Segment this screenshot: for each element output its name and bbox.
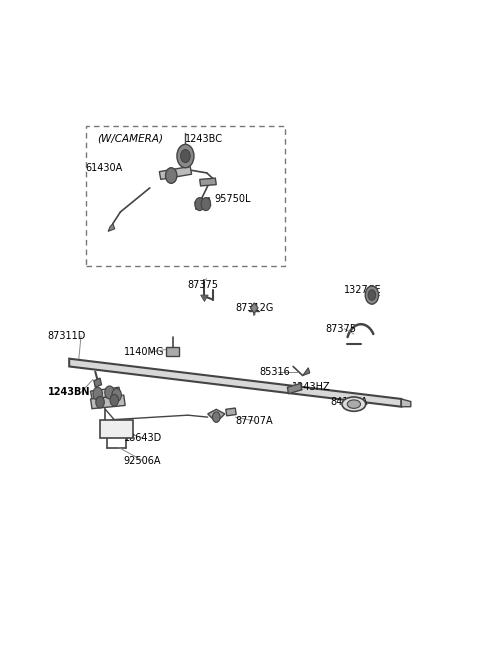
Text: 95750L: 95750L bbox=[214, 194, 251, 204]
Circle shape bbox=[96, 396, 104, 408]
Circle shape bbox=[195, 198, 204, 211]
Polygon shape bbox=[251, 303, 258, 313]
Text: 87375: 87375 bbox=[325, 324, 356, 334]
Polygon shape bbox=[401, 399, 411, 407]
Circle shape bbox=[177, 144, 194, 168]
Circle shape bbox=[110, 394, 119, 406]
Text: 1243HZ: 1243HZ bbox=[292, 383, 331, 392]
Polygon shape bbox=[201, 295, 208, 301]
Polygon shape bbox=[288, 383, 301, 394]
Text: 85316: 85316 bbox=[259, 367, 290, 377]
Polygon shape bbox=[108, 223, 115, 231]
Polygon shape bbox=[226, 408, 236, 416]
Polygon shape bbox=[208, 409, 225, 422]
Polygon shape bbox=[302, 367, 310, 375]
Text: 1140MG: 1140MG bbox=[124, 347, 164, 357]
Text: 61430A: 61430A bbox=[86, 163, 123, 174]
Circle shape bbox=[112, 388, 121, 402]
Circle shape bbox=[201, 198, 211, 211]
Bar bbox=[166, 347, 179, 356]
Circle shape bbox=[213, 412, 220, 422]
Text: 84175A: 84175A bbox=[330, 397, 368, 407]
Text: (W/CAMERA): (W/CAMERA) bbox=[97, 134, 164, 144]
Polygon shape bbox=[91, 387, 120, 399]
Circle shape bbox=[180, 149, 190, 162]
Text: 87312G: 87312G bbox=[235, 303, 274, 313]
Polygon shape bbox=[94, 378, 101, 387]
Text: 87311D: 87311D bbox=[48, 331, 86, 341]
Polygon shape bbox=[200, 178, 216, 186]
Circle shape bbox=[365, 286, 379, 304]
Bar bbox=[86, 126, 285, 266]
Ellipse shape bbox=[342, 397, 366, 411]
Ellipse shape bbox=[347, 400, 360, 408]
Polygon shape bbox=[69, 359, 401, 407]
Text: 87707A: 87707A bbox=[235, 416, 273, 426]
Text: 18643D: 18643D bbox=[124, 433, 162, 443]
Circle shape bbox=[105, 386, 114, 399]
Polygon shape bbox=[91, 395, 125, 409]
Text: 1243BN: 1243BN bbox=[48, 388, 90, 398]
Circle shape bbox=[166, 168, 177, 183]
Text: 1327CE: 1327CE bbox=[344, 285, 382, 295]
Circle shape bbox=[93, 387, 102, 400]
Bar bbox=[100, 420, 133, 438]
Text: 92506A: 92506A bbox=[124, 456, 161, 466]
Polygon shape bbox=[159, 166, 192, 179]
Circle shape bbox=[368, 290, 376, 300]
Polygon shape bbox=[195, 198, 211, 210]
Text: 1243BC: 1243BC bbox=[185, 134, 223, 144]
Text: 87375: 87375 bbox=[188, 280, 219, 290]
